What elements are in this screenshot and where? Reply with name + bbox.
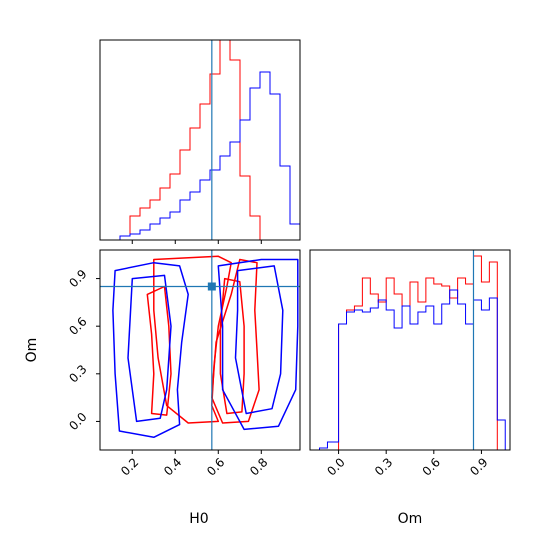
- contour-series-1-level-3: [234, 265, 284, 415]
- hist-H0-series-0-step: [100, 40, 300, 240]
- hist-H0-frame: [99, 39, 301, 241]
- contour-series-1-level-2: [127, 274, 172, 423]
- contour-H0-Om-frame: [99, 249, 301, 451]
- contour-H0-Om-plot-area: [100, 250, 300, 450]
- contour-truth-marker: [207, 282, 216, 291]
- contour-series-0-level-2: [146, 285, 172, 416]
- x-axis-label-Om: Om: [398, 511, 423, 527]
- hist-Om-frame: [309, 249, 511, 451]
- y-axis-label-Om: Om: [24, 338, 40, 363]
- hist-Om-series-1-step: [319, 289, 506, 450]
- hist-H0-series-1-step: [100, 71, 300, 240]
- histogram-H0-panel: [99, 39, 301, 244]
- hist-H0-plot-area: [100, 40, 300, 240]
- contour-series-0-level-3: [219, 277, 245, 415]
- contour-series-1-level-1: [217, 258, 299, 431]
- hist-Om-plot-area: [319, 250, 506, 450]
- x-axis-label-H0: H0: [189, 511, 208, 527]
- contour-series-1-level-0: [112, 261, 189, 439]
